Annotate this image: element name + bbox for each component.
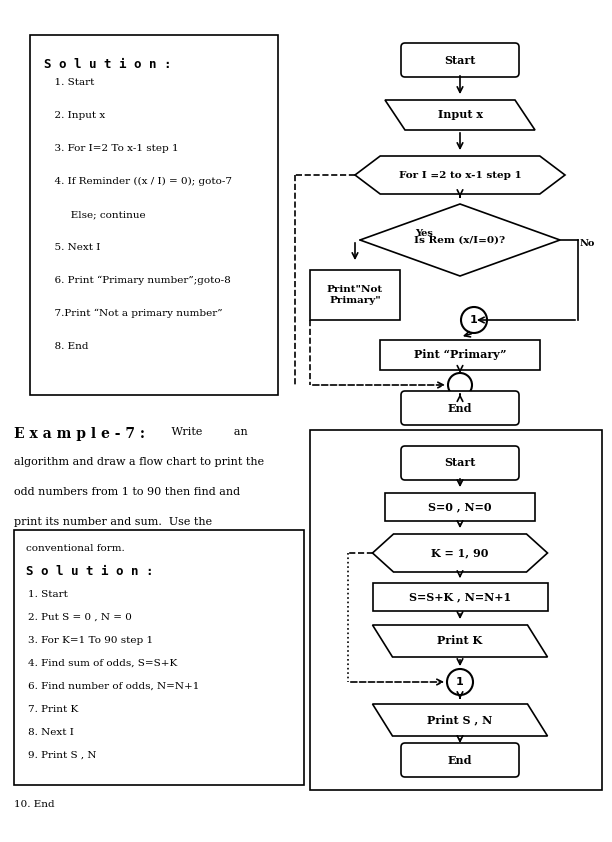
- Text: Print"Not
Primary": Print"Not Primary": [327, 285, 383, 305]
- Polygon shape: [385, 100, 535, 130]
- Text: S o l u t i o n :: S o l u t i o n :: [26, 565, 154, 578]
- Bar: [310, 270, 400, 320]
- Bar: [310, 430, 602, 790]
- Circle shape: [448, 373, 472, 397]
- Text: 4. Find sum of odds, S=S+K: 4. Find sum of odds, S=S+K: [28, 659, 177, 668]
- FancyBboxPatch shape: [401, 446, 519, 480]
- Bar: [380, 340, 540, 370]
- Text: End: End: [448, 754, 472, 765]
- Text: S o l u t i o n :: S o l u t i o n :: [44, 58, 171, 71]
- Text: Is Rem (x/I=0)?: Is Rem (x/I=0)?: [414, 236, 506, 244]
- Text: S=0 , N=0: S=0 , N=0: [428, 502, 492, 513]
- Text: E x a m p l e - 7 :: E x a m p l e - 7 :: [14, 427, 145, 441]
- Text: 1. Start: 1. Start: [28, 590, 68, 599]
- FancyBboxPatch shape: [401, 43, 519, 77]
- Text: Print K: Print K: [438, 636, 483, 647]
- Text: Pint “Primary”: Pint “Primary”: [414, 349, 506, 360]
- Text: Start: Start: [444, 55, 476, 66]
- Text: 2. Put S = 0 , N = 0: 2. Put S = 0 , N = 0: [28, 613, 132, 622]
- Text: K = 1, 90: K = 1, 90: [431, 547, 489, 558]
- Text: 8. Next I: 8. Next I: [28, 728, 74, 737]
- Circle shape: [461, 307, 487, 333]
- Text: 1: 1: [456, 677, 464, 687]
- Bar: [385, 493, 535, 521]
- Polygon shape: [373, 534, 548, 572]
- Text: odd numbers from 1 to 90 then find and: odd numbers from 1 to 90 then find and: [14, 487, 240, 497]
- Circle shape: [447, 669, 473, 695]
- Text: 3. For K=1 To 90 step 1: 3. For K=1 To 90 step 1: [28, 636, 153, 645]
- Text: Yes: Yes: [415, 229, 433, 238]
- Text: 6. Find number of odds, N=N+1: 6. Find number of odds, N=N+1: [28, 682, 200, 691]
- Text: 8. End: 8. End: [48, 342, 89, 351]
- Text: For I =2 to x-1 step 1: For I =2 to x-1 step 1: [398, 170, 521, 179]
- Text: Else; continue: Else; continue: [48, 210, 146, 219]
- Text: No: No: [580, 239, 595, 248]
- Polygon shape: [360, 204, 560, 276]
- Text: 4. If Reminder ((x / I) = 0); goto-7: 4. If Reminder ((x / I) = 0); goto-7: [48, 177, 232, 186]
- Text: algorithm and draw a flow chart to print the: algorithm and draw a flow chart to print…: [14, 457, 264, 467]
- Text: Input x: Input x: [438, 109, 482, 120]
- Text: Write         an: Write an: [168, 427, 248, 437]
- FancyBboxPatch shape: [401, 743, 519, 777]
- Text: 10. End: 10. End: [14, 800, 54, 809]
- Text: 6. Print “Primary number”;goto-8: 6. Print “Primary number”;goto-8: [48, 276, 231, 285]
- Text: 1: 1: [470, 315, 478, 325]
- Text: End: End: [448, 402, 472, 413]
- Text: 9. Print S , N: 9. Print S , N: [28, 751, 97, 760]
- Text: 7. Print K: 7. Print K: [28, 705, 78, 714]
- Text: 1. Start: 1. Start: [48, 78, 94, 87]
- Text: 5. Next I: 5. Next I: [48, 243, 100, 252]
- Polygon shape: [355, 156, 565, 194]
- Text: 7.Print “Not a primary number”: 7.Print “Not a primary number”: [48, 309, 223, 318]
- Text: print its number and sum.  Use the: print its number and sum. Use the: [14, 517, 212, 527]
- Bar: [14, 530, 304, 785]
- Bar: [30, 35, 278, 395]
- Polygon shape: [373, 625, 548, 657]
- FancyBboxPatch shape: [401, 391, 519, 425]
- Text: S=S+K , N=N+1: S=S+K , N=N+1: [409, 591, 511, 603]
- Text: Start: Start: [444, 457, 476, 468]
- Bar: [373, 583, 548, 611]
- Text: conventional form.: conventional form.: [26, 544, 125, 553]
- Text: Print S , N: Print S , N: [427, 715, 493, 726]
- Text: 3. For I=2 To x-1 step 1: 3. For I=2 To x-1 step 1: [48, 144, 179, 153]
- Text: 2. Input x: 2. Input x: [48, 111, 105, 120]
- Polygon shape: [373, 704, 548, 736]
